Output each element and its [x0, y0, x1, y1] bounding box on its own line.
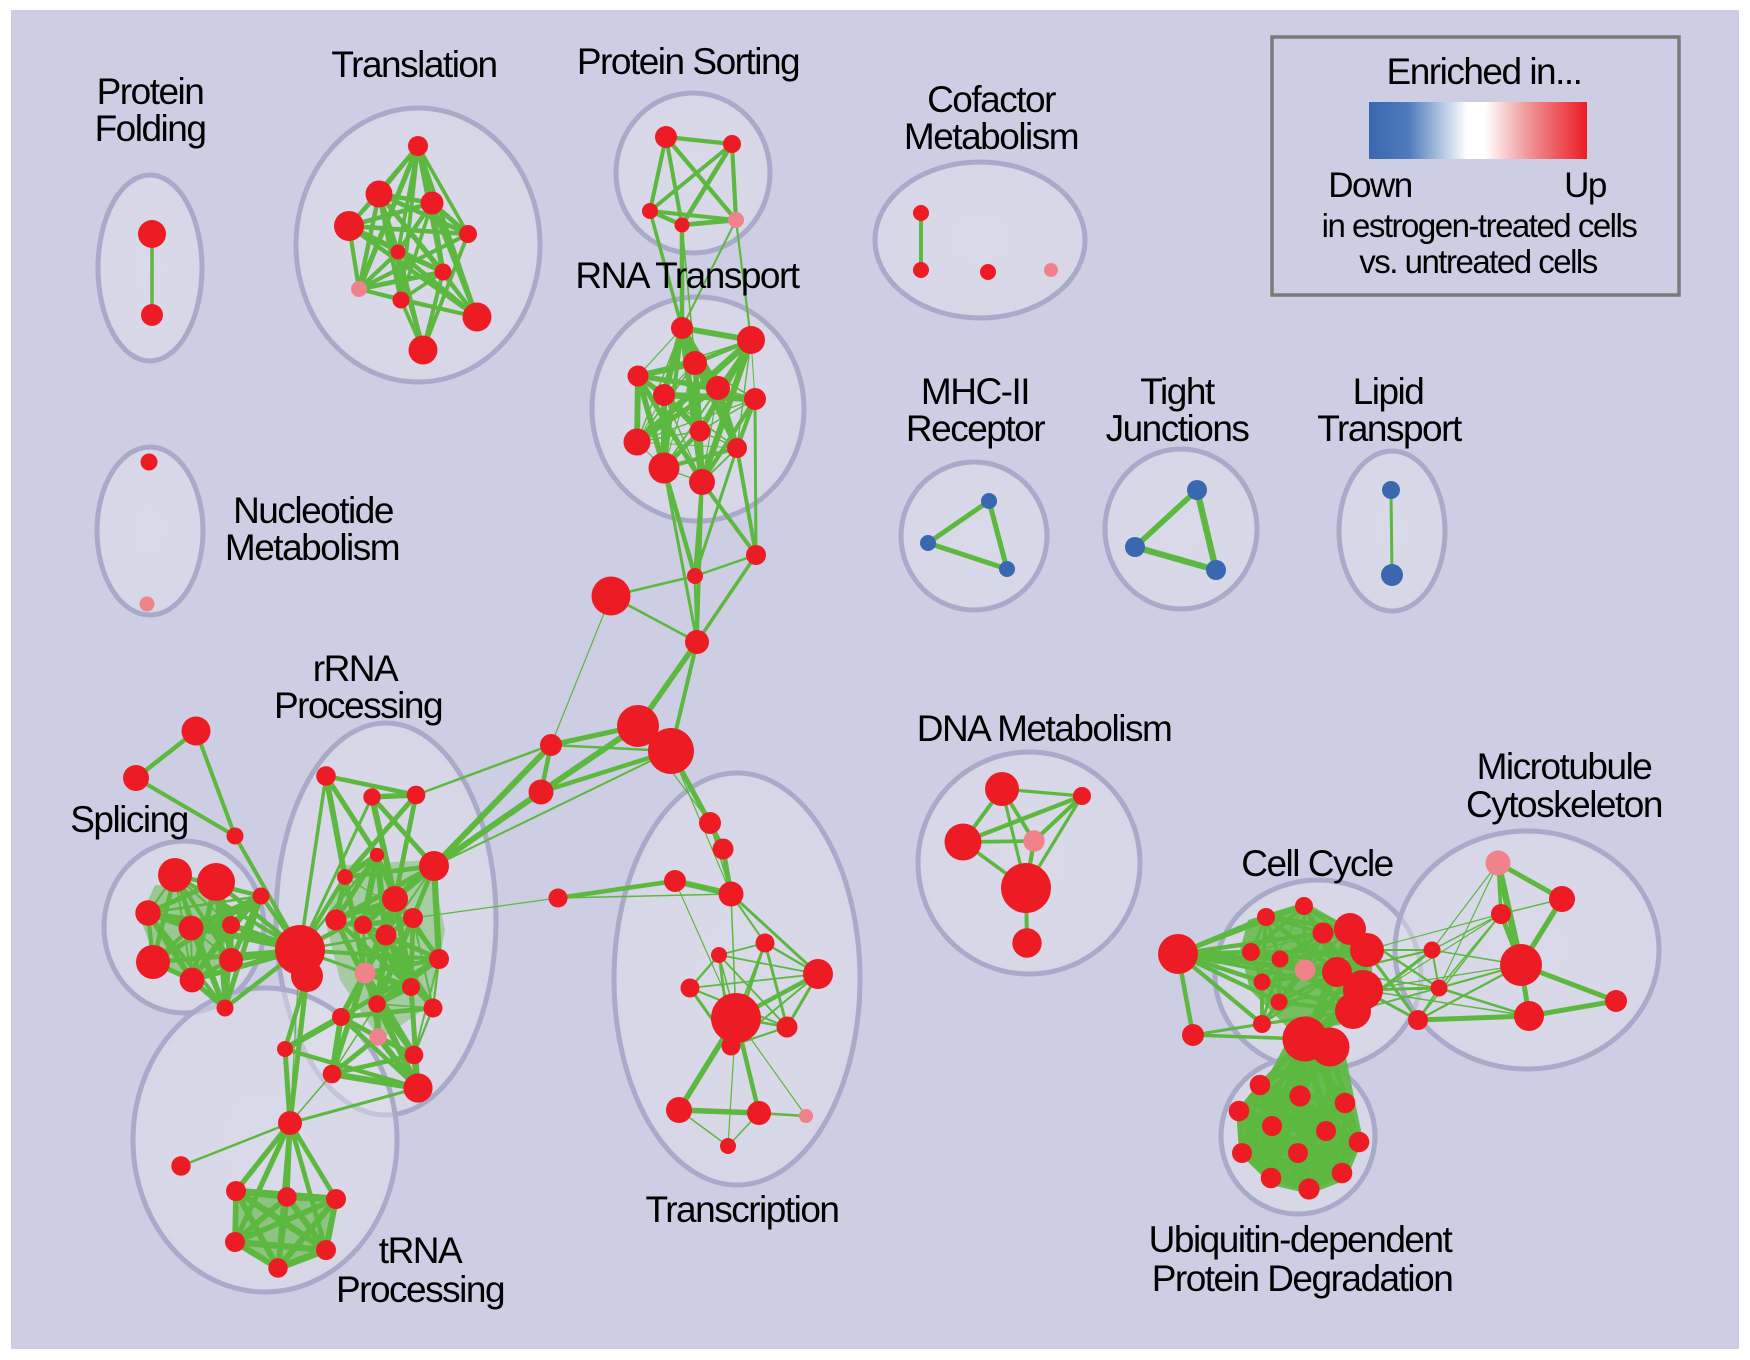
- svg-text:Junctions: Junctions: [1106, 408, 1250, 449]
- svg-text:in estrogen-treated cells: in estrogen-treated cells: [1322, 207, 1638, 244]
- svg-text:MHC-II: MHC-II: [921, 371, 1029, 412]
- svg-text:Protein Degradation: Protein Degradation: [1152, 1258, 1453, 1299]
- svg-text:DNA Metabolism: DNA Metabolism: [917, 708, 1172, 749]
- svg-text:vs. untreated cells: vs. untreated cells: [1359, 243, 1597, 280]
- svg-text:Receptor: Receptor: [906, 408, 1045, 449]
- svg-text:Metabolism: Metabolism: [904, 116, 1078, 157]
- svg-text:Cofactor: Cofactor: [927, 79, 1056, 120]
- svg-text:Metabolism: Metabolism: [225, 527, 399, 568]
- svg-text:Processing: Processing: [336, 1269, 504, 1310]
- svg-text:Transcription: Transcription: [646, 1189, 839, 1230]
- svg-text:rRNA: rRNA: [313, 648, 399, 689]
- svg-text:Enriched in...: Enriched in...: [1387, 51, 1582, 92]
- svg-text:Ubiquitin-dependent: Ubiquitin-dependent: [1149, 1219, 1454, 1260]
- svg-text:Down: Down: [1328, 166, 1412, 205]
- svg-text:Nucleotide: Nucleotide: [233, 490, 393, 531]
- svg-text:Lipid: Lipid: [1353, 371, 1424, 412]
- svg-text:Processing: Processing: [274, 685, 442, 726]
- svg-text:Protein: Protein: [97, 71, 204, 112]
- svg-text:Tight: Tight: [1140, 371, 1216, 412]
- svg-text:tRNA: tRNA: [379, 1230, 463, 1271]
- svg-text:Protein Sorting: Protein Sorting: [577, 41, 799, 82]
- svg-text:Folding: Folding: [95, 108, 206, 149]
- svg-text:Translation: Translation: [331, 44, 496, 85]
- svg-text:Up: Up: [1564, 166, 1606, 205]
- svg-text:Splicing: Splicing: [70, 799, 188, 840]
- svg-text:RNA Transport: RNA Transport: [575, 255, 800, 296]
- svg-text:Microtubule: Microtubule: [1477, 746, 1652, 787]
- svg-text:Cytoskeleton: Cytoskeleton: [1466, 784, 1662, 825]
- svg-text:Cell Cycle: Cell Cycle: [1241, 843, 1393, 884]
- svg-text:Transport: Transport: [1317, 408, 1463, 449]
